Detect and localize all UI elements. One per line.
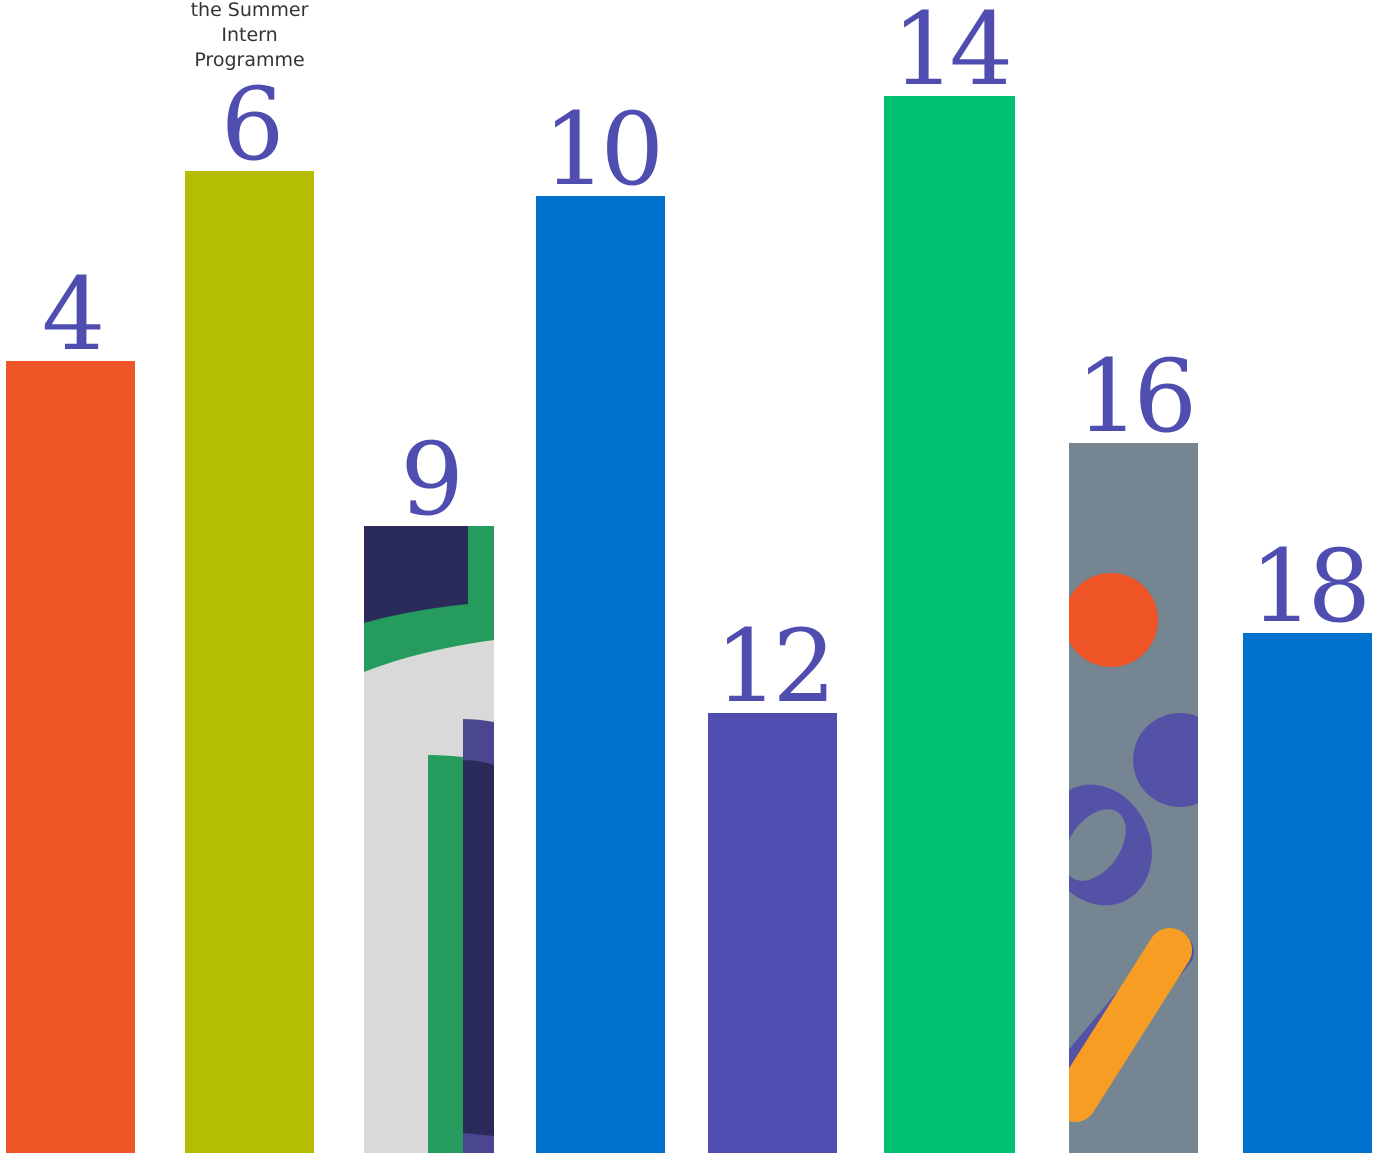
bar-rect — [708, 713, 837, 1153]
bar-9 — [364, 526, 494, 1153]
pattern-circle — [1069, 573, 1158, 667]
bar-pattern-shapes — [1069, 573, 1198, 1122]
bar-10 — [536, 196, 665, 1153]
bar-6 — [185, 171, 314, 1153]
caption-line: Intern — [221, 24, 277, 46]
bar-rect — [884, 96, 1015, 1153]
caption-line: Programme — [194, 49, 304, 71]
bar-rect — [6, 361, 135, 1153]
value-label-12: 12 — [715, 608, 830, 725]
value-label-16: 16 — [1076, 338, 1192, 455]
bar-14 — [884, 96, 1015, 1153]
bar-16 — [1069, 443, 1198, 1153]
value-label-9: 9 — [400, 421, 458, 538]
value-label-6: 6 — [221, 66, 279, 183]
caption-line: the Summer — [191, 0, 309, 21]
bars-group — [6, 96, 1372, 1153]
bar-caption: the Summer Intern Programme — [191, 0, 309, 71]
value-label-14: 14 — [892, 0, 1009, 108]
value-label-4: 4 — [42, 256, 101, 373]
bar-pattern-arcs — [364, 526, 494, 1153]
value-labels-group: 4 6 9 10 12 14 16 18 — [42, 0, 1371, 725]
pattern-ring-hole — [1069, 809, 1126, 881]
bar-rect — [185, 171, 314, 1153]
pattern-band — [364, 526, 468, 623]
bar-12 — [708, 713, 837, 1153]
pattern-circle — [1133, 713, 1198, 807]
bar-18 — [1243, 633, 1372, 1153]
bar-rect — [1243, 633, 1372, 1153]
bar-rect — [536, 196, 665, 1153]
value-label-10: 10 — [543, 91, 658, 208]
bar-4 — [6, 361, 135, 1153]
pattern-stroke — [1069, 928, 1192, 1122]
value-label-18: 18 — [1250, 528, 1365, 645]
pattern-band — [463, 760, 494, 1136]
